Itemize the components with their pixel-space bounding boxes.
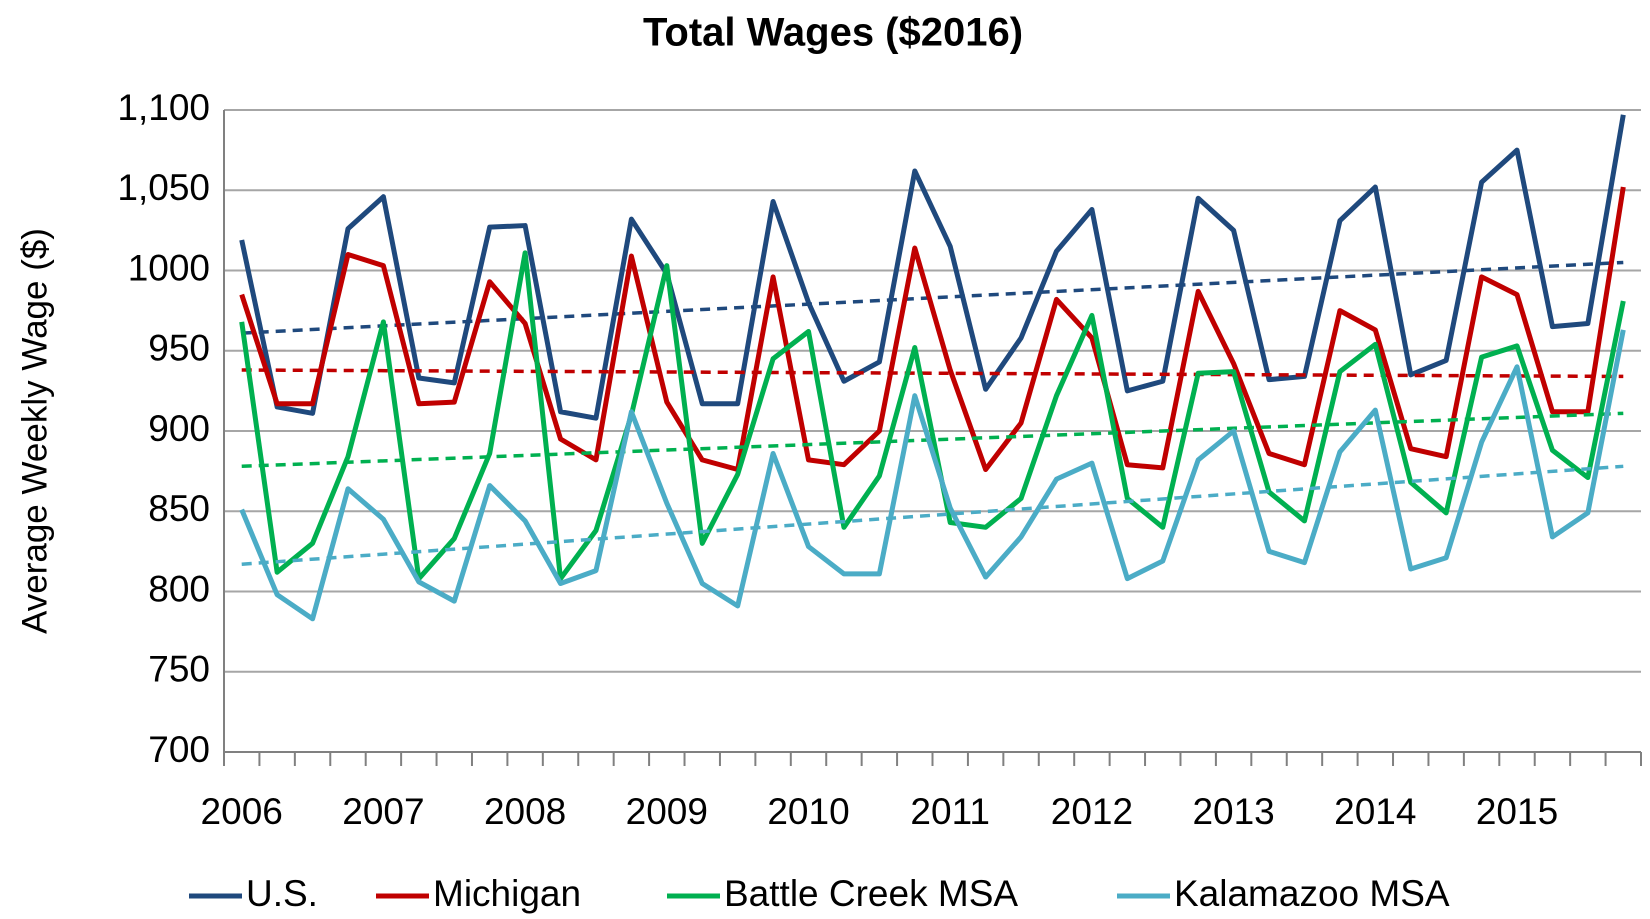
legend-label: Michigan [433,873,581,914]
series-line [239,329,1626,622]
x-tick-label: 2007 [342,791,424,832]
series-line [239,186,1626,473]
y-axis-title: Average Weekly Wage ($) [15,228,54,634]
y-tick-label: 1000 [128,247,210,288]
x-tick-label: 2009 [626,791,708,832]
y-tick-label: 800 [148,568,210,609]
y-tick-label: 750 [148,649,210,690]
x-tick-label: 2013 [1192,791,1274,832]
series-line [239,114,1626,421]
x-tick-label: 2010 [767,791,849,832]
x-tick-label: 2006 [201,791,283,832]
chart-title: Total Wages ($2016) [643,11,1023,55]
legend-label: Battle Creek MSA [724,873,1018,914]
x-tick-label: 2008 [484,791,566,832]
trend-line [241,411,1624,469]
y-tick-label: 850 [148,488,210,529]
x-tick-label: 2014 [1334,791,1416,832]
trend-line [241,260,1624,335]
trend-line [241,368,1624,379]
trend-line [241,464,1624,566]
y-tick-label: 900 [148,408,210,449]
legend-label: Kalamazoo MSA [1174,873,1450,914]
series-line [239,250,1626,582]
x-tick-label: 2012 [1051,791,1133,832]
y-tick-label: 950 [148,328,210,369]
y-tick-label: 1,050 [117,167,210,208]
y-tick-label: 700 [148,729,210,770]
legend-label: U.S. [246,873,318,914]
y-tick-label: 1,100 [117,87,210,128]
x-tick-label: 2015 [1476,791,1558,832]
x-tick-label: 2011 [910,791,990,832]
